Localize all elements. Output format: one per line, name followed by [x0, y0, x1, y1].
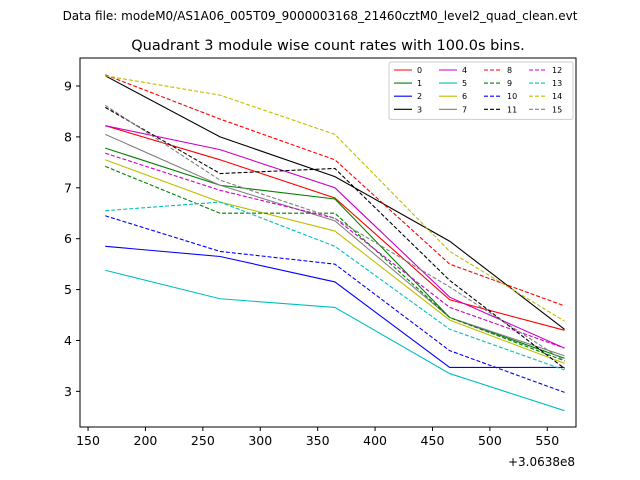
x-tick-label: 250	[191, 433, 215, 448]
x-tick-label: 350	[306, 433, 330, 448]
y-tick-label: 8	[64, 129, 72, 144]
suptitle: Data file: modeM0/AS1A06_005T09_90000031…	[63, 9, 578, 23]
series-line-3	[105, 75, 565, 330]
legend-label-12: 12	[552, 66, 562, 75]
x-tick-label: 400	[363, 433, 387, 448]
legend-label-0: 0	[417, 66, 422, 75]
series-line-11	[104, 106, 565, 369]
legend-label-8: 8	[507, 66, 512, 75]
series-line-7	[105, 133, 565, 357]
legend-label-5: 5	[462, 79, 467, 88]
y-tick-label: 3	[64, 384, 72, 399]
legend-label-6: 6	[462, 92, 467, 101]
legend-label-11: 11	[507, 105, 517, 114]
x-tick-label: 450	[421, 433, 445, 448]
legend-label-14: 14	[552, 92, 562, 101]
legend-label-4: 4	[462, 66, 467, 75]
series-line-9	[105, 165, 565, 362]
legend-label-15: 15	[552, 105, 562, 114]
legend-box	[388, 61, 574, 120]
y-tick-label: 9	[64, 78, 72, 93]
legend-label-13: 13	[552, 79, 562, 88]
series-line-2	[105, 245, 565, 369]
axes-frame	[79, 57, 577, 428]
series-line-12	[105, 152, 565, 349]
x-tick-label: 200	[134, 433, 158, 448]
x-tick-label: 150	[76, 433, 100, 448]
series-line-6	[105, 159, 565, 364]
series-line-14	[105, 75, 565, 322]
series-line-8	[105, 74, 565, 307]
y-tick-label: 4	[64, 333, 72, 348]
legend-label-7: 7	[462, 105, 467, 114]
legend-label-3: 3	[417, 105, 422, 114]
series-line-4	[105, 125, 565, 349]
x-tick-label: 550	[535, 433, 559, 448]
chart-title: Quadrant 3 module wise count rates with …	[131, 38, 525, 54]
legend-label-10: 10	[507, 92, 517, 101]
series-line-15	[104, 104, 565, 362]
series-line-5	[105, 269, 565, 412]
legend-label-1: 1	[417, 79, 422, 88]
x-offset-label: +3.0638e8	[508, 455, 575, 469]
series-line-1	[105, 147, 565, 359]
y-tick-label: 5	[64, 282, 72, 297]
plot-area: 150 200 250 300 350 400 450 500 5503456789012345…	[64, 57, 577, 448]
x-tick-label: 300	[248, 433, 272, 448]
x-tick-label: 500	[478, 433, 502, 448]
legend-label-9: 9	[507, 79, 512, 88]
legend-label-2: 2	[417, 92, 422, 101]
series-line-10	[105, 215, 565, 393]
y-tick-label: 6	[64, 231, 72, 246]
y-tick-label: 7	[64, 180, 72, 195]
series-line-13	[105, 201, 565, 371]
